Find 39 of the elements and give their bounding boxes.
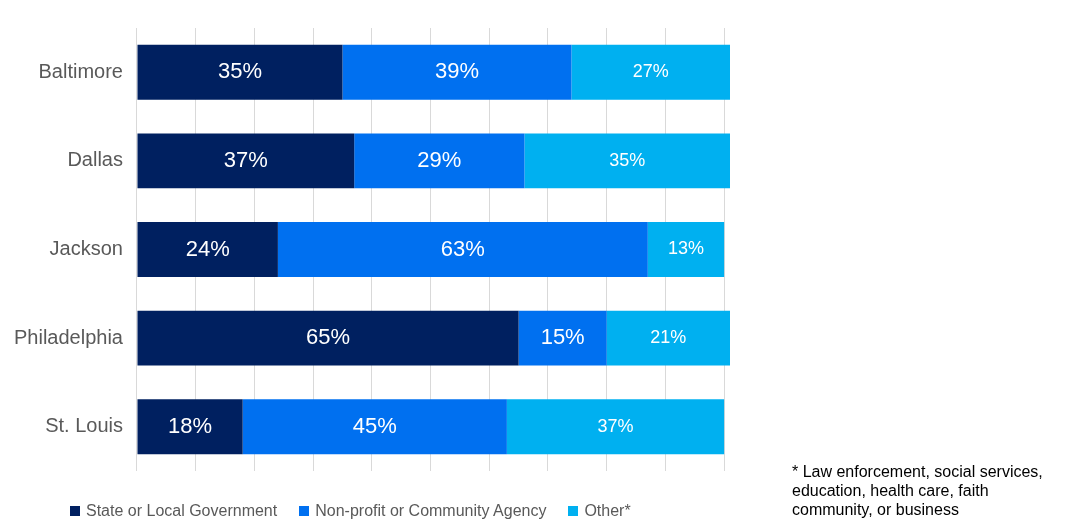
legend-label: State or Local Government xyxy=(85,502,278,520)
data-label: 39% xyxy=(434,58,479,84)
y-tick-label: Baltimore xyxy=(38,59,123,82)
legend-label: Non-profit or Community Agency xyxy=(314,502,547,520)
bar xyxy=(137,222,278,277)
text: * Law enforcement, social services, education, health care, faith community, or business xyxy=(792,462,1044,519)
y-tick-label: Jackson xyxy=(49,237,123,260)
bar xyxy=(277,222,648,277)
data-label: 13% xyxy=(667,238,704,259)
bar xyxy=(354,133,525,189)
data-label: 35% xyxy=(217,58,262,84)
legend-label: Other* xyxy=(583,502,631,520)
data-label: 37% xyxy=(223,146,268,172)
data-label: 65% xyxy=(306,324,351,350)
bar xyxy=(242,399,507,455)
data-label: 29% xyxy=(417,146,462,172)
data-label: 21% xyxy=(650,327,687,348)
bar xyxy=(137,133,355,189)
data-label: 24% xyxy=(185,235,230,261)
y-tick-label: Philadelphia xyxy=(13,325,124,348)
bar xyxy=(506,399,725,455)
bar xyxy=(524,133,730,189)
data-label: 15% xyxy=(540,324,585,350)
data-label: 63% xyxy=(440,235,485,261)
bar xyxy=(342,44,572,100)
bar xyxy=(137,399,243,455)
data-label: 18% xyxy=(168,412,213,438)
bar xyxy=(137,310,519,366)
bar xyxy=(137,44,343,100)
data-label: 35% xyxy=(609,149,646,170)
data-label: 37% xyxy=(597,415,634,436)
bar xyxy=(606,310,730,366)
y-tick-label: St. Louis xyxy=(45,414,123,437)
y-tick-label: Dallas xyxy=(67,148,123,171)
bar xyxy=(647,222,725,277)
bar xyxy=(571,44,730,100)
data-label: 45% xyxy=(352,412,397,438)
data-label: 27% xyxy=(632,61,669,82)
bar xyxy=(518,310,607,366)
